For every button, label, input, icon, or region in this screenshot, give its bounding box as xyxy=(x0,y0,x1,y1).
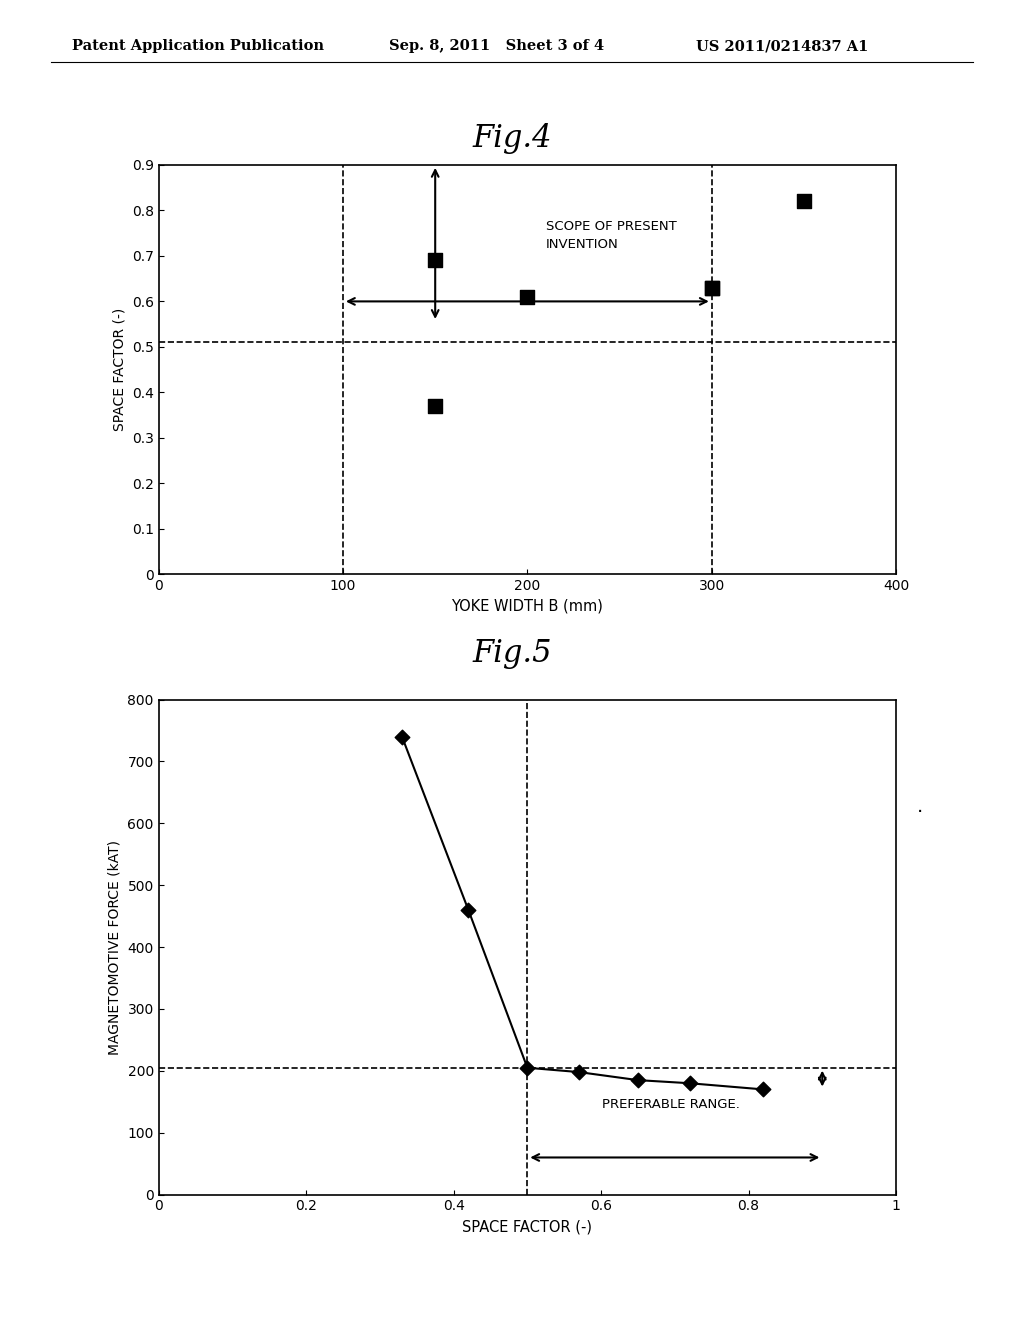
Text: PREFERABLE RANGE.: PREFERABLE RANGE. xyxy=(602,1098,740,1111)
Point xyxy=(681,1073,697,1094)
Text: Fig.5: Fig.5 xyxy=(472,638,552,669)
X-axis label: YOKE WIDTH B (mm): YOKE WIDTH B (mm) xyxy=(452,598,603,614)
Text: SCOPE OF PRESENT: SCOPE OF PRESENT xyxy=(546,220,677,232)
Text: Fig.4: Fig.4 xyxy=(472,123,552,154)
Point xyxy=(427,249,443,271)
Point xyxy=(796,191,812,213)
Text: US 2011/0214837 A1: US 2011/0214837 A1 xyxy=(696,40,868,53)
Point xyxy=(630,1069,646,1090)
Point xyxy=(394,726,411,747)
Text: Patent Application Publication: Patent Application Publication xyxy=(72,40,324,53)
Text: Sep. 8, 2011   Sheet 3 of 4: Sep. 8, 2011 Sheet 3 of 4 xyxy=(389,40,604,53)
Y-axis label: MAGNETOMOTIVE FORCE (kAT): MAGNETOMOTIVE FORCE (kAT) xyxy=(108,840,122,1055)
Text: .: . xyxy=(916,797,923,816)
Y-axis label: SPACE FACTOR (-): SPACE FACTOR (-) xyxy=(113,308,126,432)
Point xyxy=(570,1061,587,1082)
Point xyxy=(755,1078,771,1100)
Point xyxy=(519,286,536,308)
Text: INVENTION: INVENTION xyxy=(546,238,618,251)
Point xyxy=(427,396,443,417)
Point xyxy=(703,277,720,298)
Point xyxy=(519,1057,536,1078)
X-axis label: SPACE FACTOR (-): SPACE FACTOR (-) xyxy=(463,1218,592,1234)
Point xyxy=(460,899,476,920)
Point xyxy=(703,277,720,298)
